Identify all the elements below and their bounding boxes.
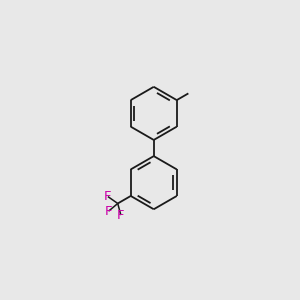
Text: F: F [104,190,112,203]
Text: F: F [117,208,124,222]
Text: F: F [105,205,112,218]
